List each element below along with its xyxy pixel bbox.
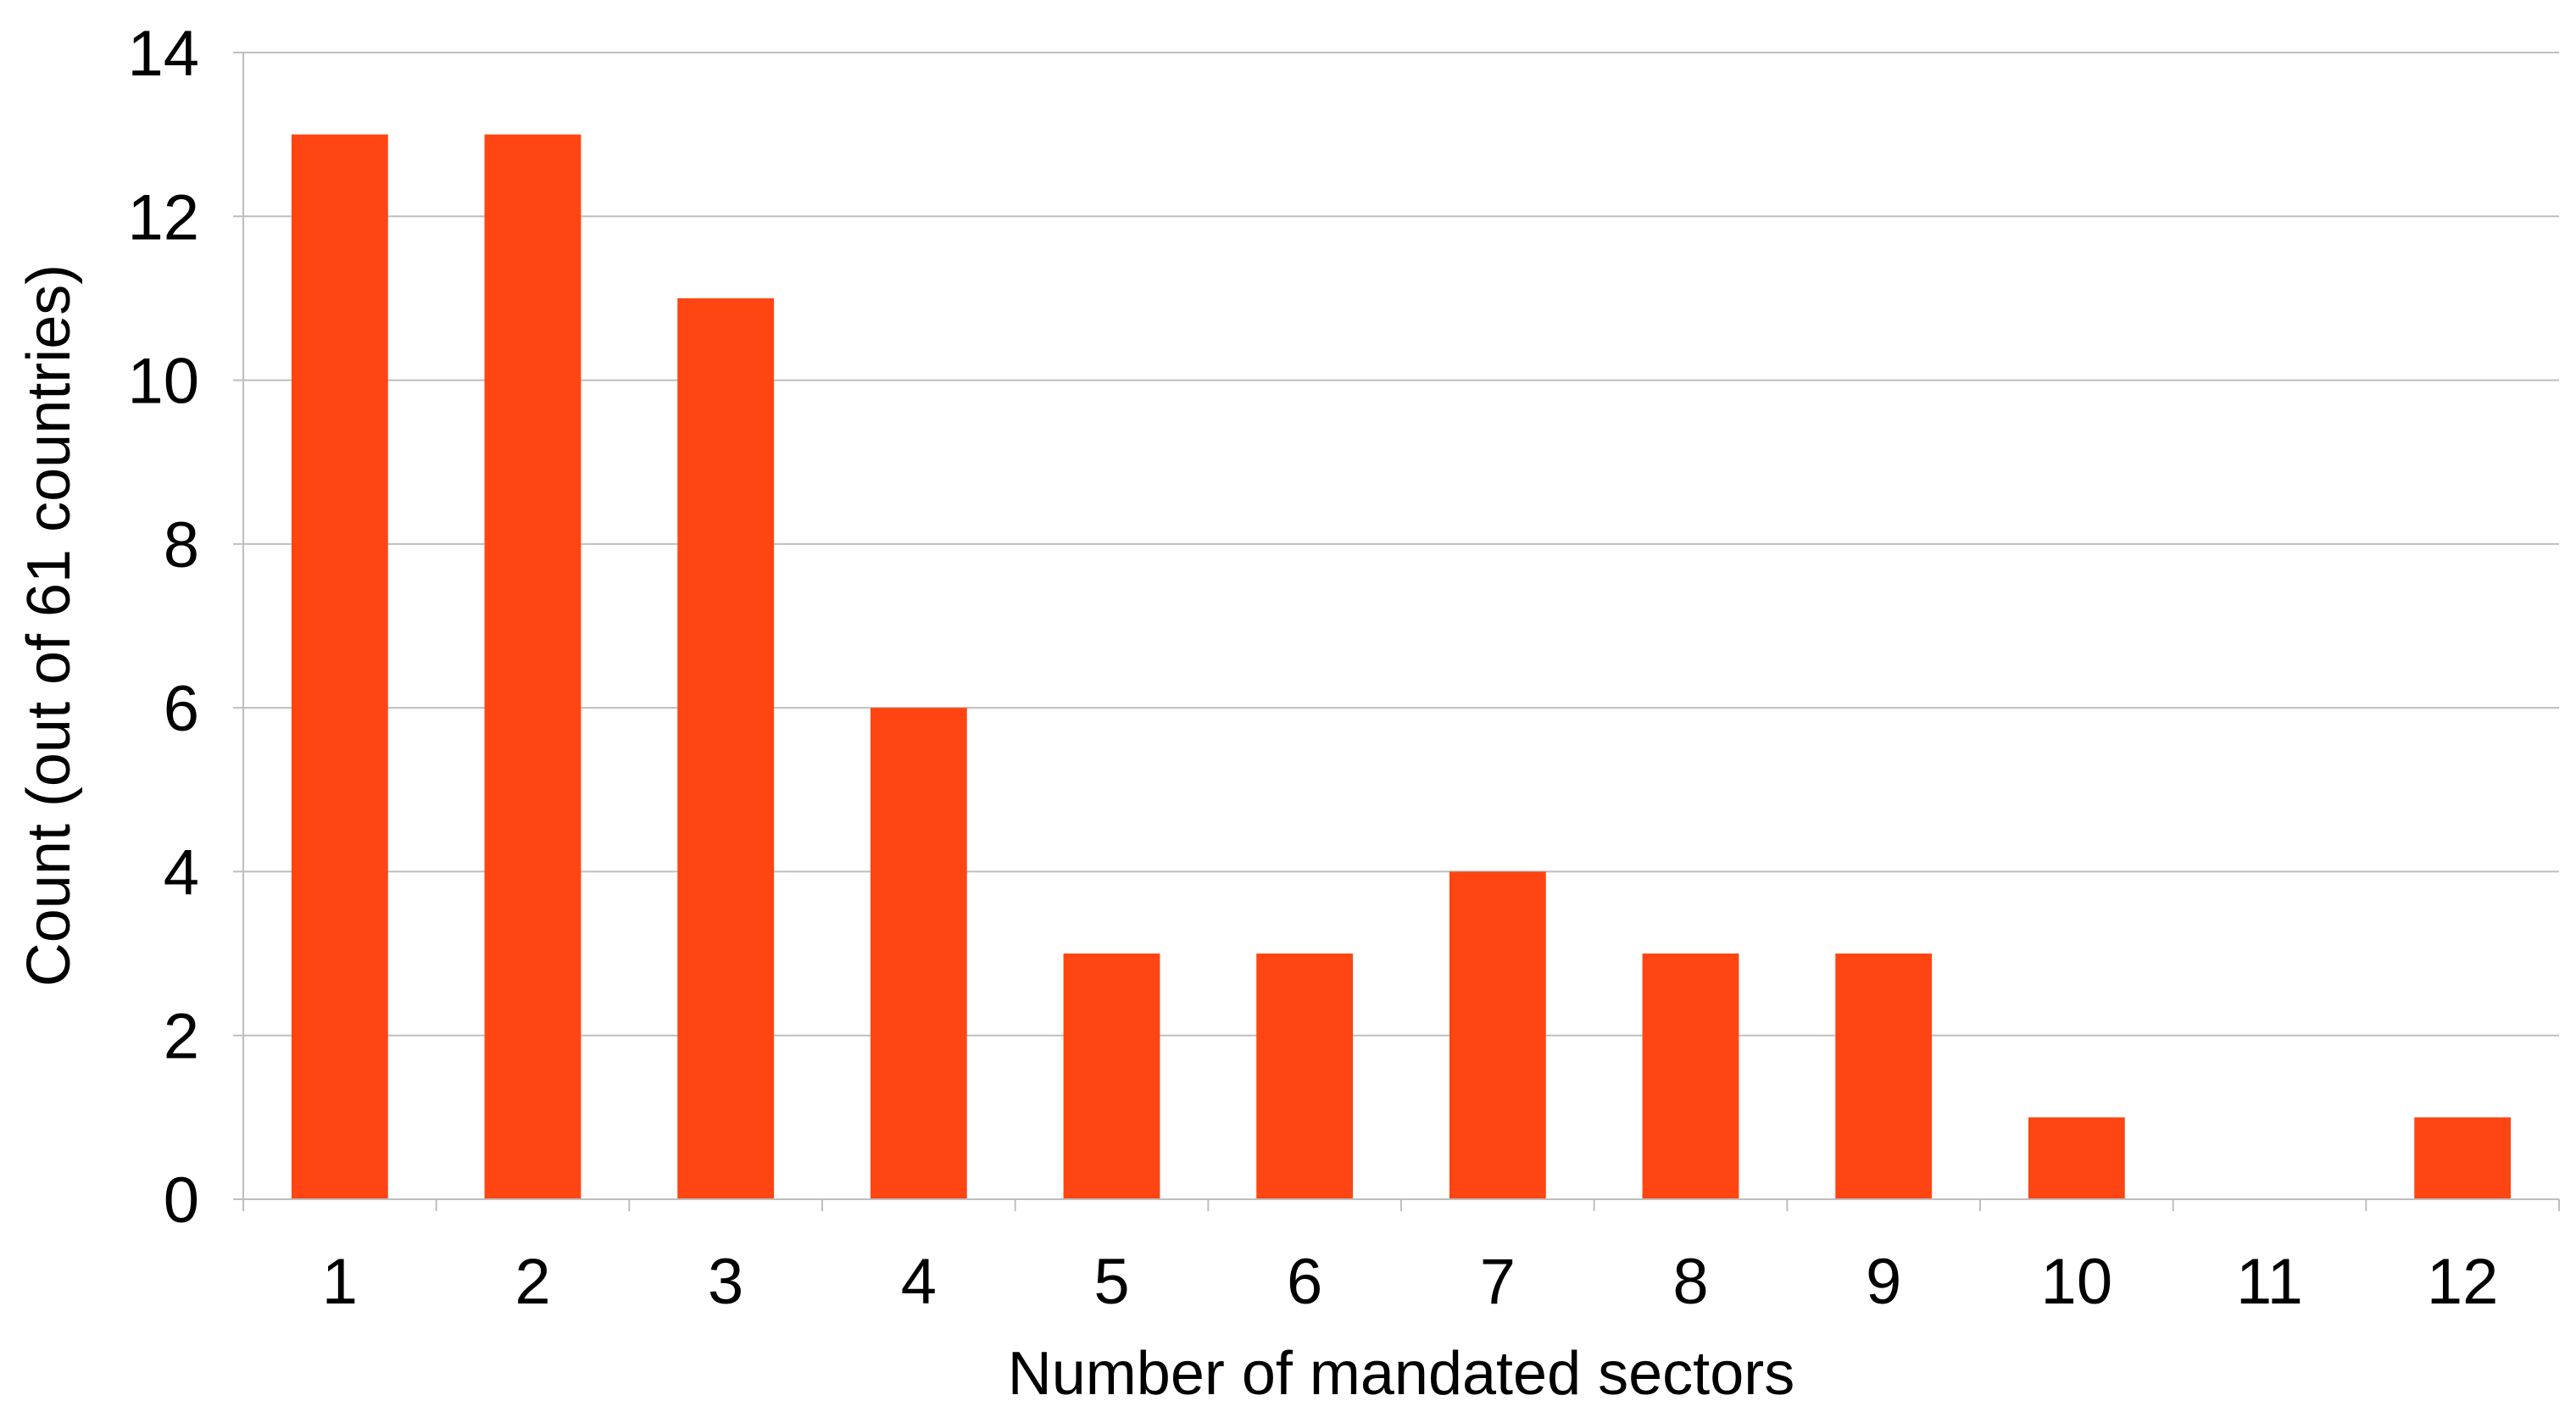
bar-1 — [291, 134, 388, 1200]
bar-7 — [1449, 871, 1546, 1199]
x-tick-label: 2 — [515, 1246, 550, 1318]
y-tick-label: 12 — [127, 181, 199, 253]
y-tick-label: 8 — [164, 509, 199, 581]
x-tick-label: 5 — [1093, 1246, 1129, 1318]
x-tick-label: 3 — [708, 1246, 743, 1318]
y-tick-label: 4 — [164, 837, 199, 909]
bar-3 — [677, 297, 775, 1199]
x-tick-labels: 1 2 3 4 5 6 7 8 9 10 11 12 — [322, 1246, 2499, 1318]
bar-8 — [1642, 953, 1739, 1199]
x-tick-label: 4 — [901, 1246, 937, 1318]
y-tick-label: 6 — [164, 673, 199, 745]
x-tick-label: 9 — [1866, 1246, 1901, 1318]
axes — [233, 53, 2560, 1211]
y-tick-label: 10 — [127, 346, 199, 418]
bar-6 — [1256, 953, 1354, 1199]
bar-9 — [1835, 953, 1933, 1199]
gridlines — [233, 52, 2559, 1037]
bar-2 — [484, 134, 581, 1200]
x-tick-label: 10 — [2041, 1246, 2113, 1318]
y-tick-label: 14 — [127, 18, 199, 90]
bar-12 — [2414, 1117, 2512, 1199]
bar-4 — [870, 708, 967, 1199]
x-tick-label: 11 — [2236, 1246, 2303, 1318]
bar-5 — [1063, 953, 1160, 1199]
x-tick-label: 1 — [322, 1246, 358, 1318]
x-tick-label: 12 — [2427, 1246, 2499, 1318]
bars — [291, 134, 2512, 1200]
x-tick-label: 8 — [1672, 1246, 1708, 1318]
x-tick-label: 6 — [1287, 1246, 1322, 1318]
y-tick-label: 0 — [164, 1165, 199, 1237]
x-tick-label: 7 — [1480, 1246, 1516, 1318]
y-tick-labels: 0 2 4 6 8 10 12 14 — [127, 18, 199, 1237]
y-axis-title: Count (out of 61 countries) — [15, 264, 83, 987]
x-axis-title: Number of mandated sectors — [1008, 1340, 1794, 1408]
bar-10 — [2028, 1117, 2125, 1199]
y-tick-label: 2 — [164, 1001, 199, 1073]
